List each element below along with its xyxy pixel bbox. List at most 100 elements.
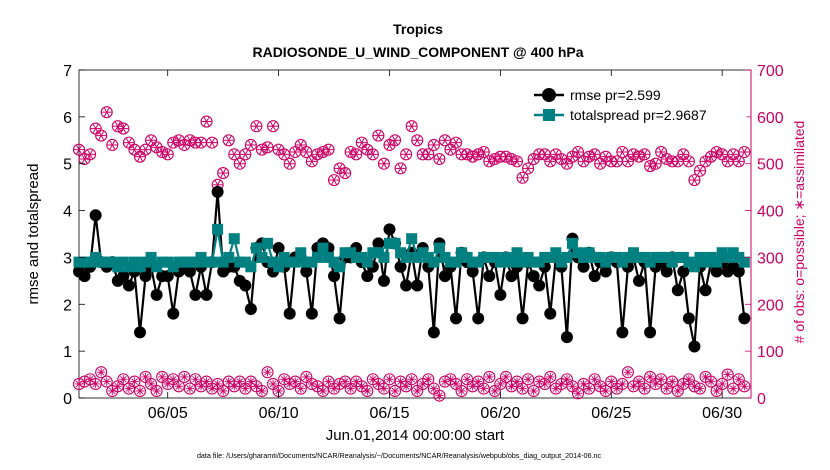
assimilated-obs-marker-spoke: [530, 154, 537, 164]
possible-obs-marker: [693, 382, 707, 395]
y-right-tick-label: 600: [757, 110, 784, 127]
y-tick-label: 6: [63, 110, 72, 127]
possible-obs-marker: [139, 370, 152, 383]
possible-obs-marker: [156, 370, 169, 383]
assimilated-obs-marker: [377, 157, 391, 170]
assimilated-obs-marker: [339, 167, 352, 180]
assimilated-obs-marker: [372, 129, 385, 142]
assimilated-obs-marker-spoke: [436, 154, 443, 164]
possible-obs-marker-spoke: [186, 385, 194, 392]
totalspread-marker: [95, 256, 107, 268]
rmse-marker: [438, 270, 451, 283]
assimilated-obs-marker-spoke: [408, 121, 415, 131]
rmse-marker: [161, 270, 174, 283]
possible-obs-marker: [128, 375, 141, 388]
assimilated-obs-marker-spoke: [730, 149, 737, 159]
assimilated-obs-marker: [100, 106, 113, 119]
assimilated-obs-marker: [327, 174, 341, 187]
totalspread-marker: [705, 251, 717, 263]
possible-obs-marker-ring: [621, 366, 634, 379]
y-axis-label: rmse and totalspread: [25, 164, 42, 305]
assimilated-obs-marker-ring: [571, 145, 585, 159]
possible-obs-marker-ring: [599, 384, 612, 398]
possible-obs-marker-spoke: [646, 373, 654, 381]
assimilated-obs-marker-spoke: [342, 168, 349, 178]
possible-obs-marker-ring: [693, 382, 707, 395]
assimilated-obs-marker-spoke: [641, 149, 648, 159]
totalspread-marker: [84, 256, 96, 268]
assimilated-obs-marker-spoke: [575, 147, 581, 157]
assimilated-obs-marker-spoke: [242, 149, 249, 159]
possible-obs-marker: [233, 375, 246, 388]
assimilated-obs-marker: [522, 162, 535, 175]
totalspread-marker: [273, 261, 285, 273]
possible-obs-marker-spoke: [674, 387, 682, 395]
rmse-marker: [710, 265, 723, 278]
possible-obs-marker-spoke: [108, 387, 116, 395]
assimilated-obs-marker: [95, 129, 108, 142]
totalspread-marker: [284, 256, 296, 268]
x-tick-label: 06/05: [148, 405, 188, 422]
possible-obs-marker: [133, 384, 147, 398]
possible-obs-marker: [616, 377, 629, 390]
totalspread-marker: [605, 251, 617, 263]
assimilated-obs-marker-ring: [84, 148, 97, 161]
assimilated-obs-marker-spoke: [364, 145, 371, 155]
totalspread-marker: [661, 251, 673, 263]
assimilated-obs-marker-ring: [422, 148, 435, 161]
possible-obs-marker: [571, 387, 585, 400]
totalspread-marker: [489, 251, 501, 263]
possible-obs-marker-spoke: [613, 385, 621, 392]
assimilated-obs-marker-spoke: [591, 149, 598, 159]
axes-layer: 0 1 2 3 4 5 6 7 0 100 200 300 400 500 600 700 06/05 06/10…: [63, 63, 784, 422]
assimilated-obs-marker-ring: [710, 145, 723, 159]
totalspread-marker: [317, 242, 329, 254]
y-tick-label: 4: [63, 204, 72, 221]
possible-obs-marker: [433, 389, 446, 402]
assimilated-obs-marker-ring: [200, 115, 213, 128]
possible-obs-marker: [710, 384, 723, 398]
assimilated-obs-marker-ring: [505, 152, 518, 166]
totalspread-marker: [633, 251, 645, 263]
totalspread-marker: [500, 251, 512, 263]
possible-obs-marker-ring: [217, 384, 230, 398]
possible-obs-marker: [167, 373, 180, 386]
assimilated-obs-marker-spoke: [425, 149, 432, 159]
totalspread-marker: [212, 223, 224, 235]
x-tick-label: 06/20: [480, 405, 520, 422]
rmse-marker: [738, 312, 751, 325]
possible-obs-marker-spoke: [225, 378, 232, 385]
totalspread-marker: [278, 251, 290, 263]
possible-obs-marker: [261, 366, 274, 379]
y-tick-label: 3: [63, 250, 72, 267]
possible-obs-marker-ring: [294, 382, 307, 395]
assimilated-obs-marker-ring: [372, 129, 385, 142]
possible-obs-marker: [217, 384, 230, 398]
possible-obs-marker-spoke: [735, 375, 743, 383]
rmse-marker: [244, 302, 257, 315]
assimilated-obs-marker-ring: [117, 122, 130, 135]
possible-obs-marker-spoke: [474, 378, 482, 385]
assimilated-obs-marker-ring: [388, 134, 402, 147]
rmse-marker: [682, 312, 695, 325]
totalspread-marker: [151, 261, 163, 273]
possible-obs-marker: [488, 384, 501, 398]
assimilated-obs-marker: [638, 148, 651, 161]
possible-obs-marker-ring: [422, 373, 435, 386]
totalspread-marker: [173, 256, 185, 268]
assimilated-obs-marker: [261, 141, 274, 154]
assimilated-obs-marker-spoke: [76, 145, 82, 155]
assimilated-obs-marker-spoke: [442, 135, 448, 145]
assimilated-obs-marker-spoke: [375, 131, 382, 141]
assimilated-obs-marker-spoke: [220, 168, 227, 178]
possible-obs-marker-ring: [638, 382, 651, 395]
possible-obs-marker-ring: [261, 366, 274, 379]
possible-obs-marker-spoke: [702, 373, 709, 381]
totalspread-marker: [345, 247, 357, 259]
possible-obs-marker-ring: [178, 370, 191, 383]
assimilated-obs-marker-spoke: [87, 149, 94, 159]
totalspread-marker: [616, 256, 628, 268]
possible-obs-marker-spoke: [657, 375, 665, 383]
assimilated-obs-marker-ring: [183, 134, 196, 147]
possible-obs-marker-ring: [516, 382, 529, 395]
